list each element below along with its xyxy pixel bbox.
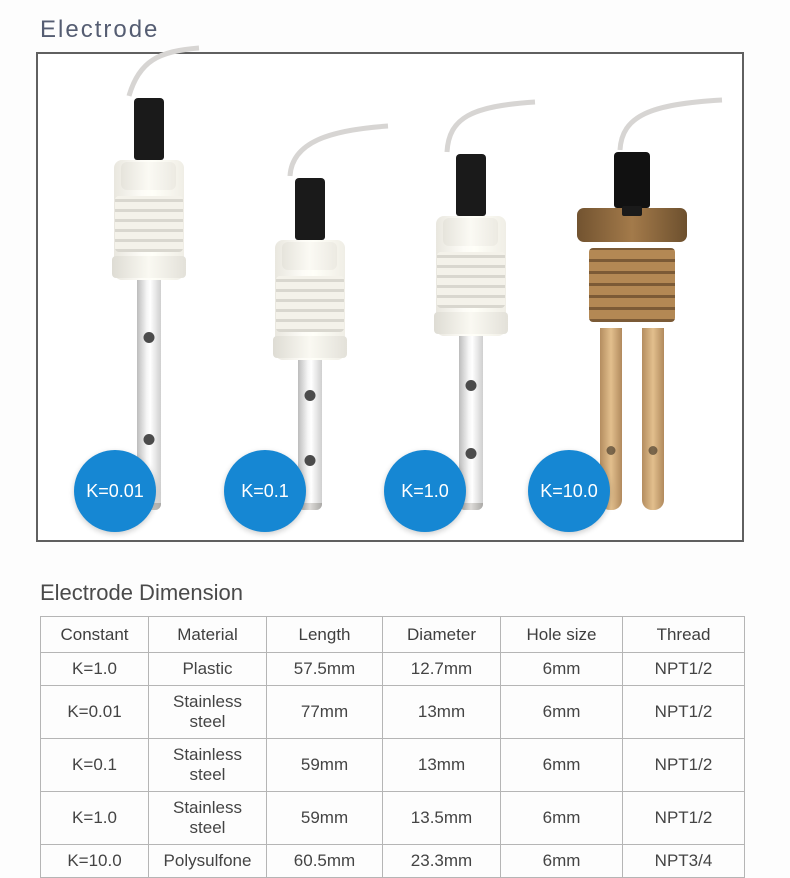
table-header-row: ConstantMaterialLengthDiameterHole sizeT…	[41, 617, 745, 653]
table-cell: 12.7mm	[383, 653, 501, 686]
table-cell: NPT3/4	[623, 845, 745, 878]
table-cell: Stainless steel	[149, 739, 267, 792]
table-cell: 6mm	[501, 686, 623, 739]
table-cell: 77mm	[267, 686, 383, 739]
table-cell: K=10.0	[41, 845, 149, 878]
table-cell: 6mm	[501, 792, 623, 845]
table-cell: K=1.0	[41, 653, 149, 686]
column-header: Thread	[623, 617, 745, 653]
dimension-title: Electrode Dimension	[40, 580, 790, 606]
table-cell: 6mm	[501, 845, 623, 878]
table-cell: NPT1/2	[623, 792, 745, 845]
table-cell: 6mm	[501, 739, 623, 792]
table-cell: 13.5mm	[383, 792, 501, 845]
table-cell: Polysulfone	[149, 845, 267, 878]
collar	[114, 160, 184, 280]
badge-k001: K=0.01	[74, 450, 156, 532]
table-cell: 59mm	[267, 792, 383, 845]
table-row: K=10.0Polysulfone60.5mm23.3mm6mmNPT3/4	[41, 845, 745, 878]
table-row: K=0.01Stainless steel77mm13mm6mmNPT1/2	[41, 686, 745, 739]
column-header: Material	[149, 617, 267, 653]
electrode-figure: K=0.01 K=0.1 K=1.0 K=10.0	[36, 52, 744, 542]
table-cell: 23.3mm	[383, 845, 501, 878]
table-cell: Plastic	[149, 653, 267, 686]
table-cell: Stainless steel	[149, 792, 267, 845]
table-cell: NPT1/2	[623, 739, 745, 792]
table-cell: K=0.1	[41, 739, 149, 792]
table-cell: NPT1/2	[623, 653, 745, 686]
collar	[436, 216, 506, 336]
collar	[275, 240, 345, 360]
cap	[614, 152, 650, 208]
column-header: Hole size	[501, 617, 623, 653]
column-header: Diameter	[383, 617, 501, 653]
table-cell: 13mm	[383, 686, 501, 739]
cap	[134, 98, 164, 160]
table-cell: NPT1/2	[623, 686, 745, 739]
column-header: Constant	[41, 617, 149, 653]
table-cell: 13mm	[383, 739, 501, 792]
table-cell: 59mm	[267, 739, 383, 792]
badge-k01: K=0.1	[224, 450, 306, 532]
table-cell: K=1.0	[41, 792, 149, 845]
table-cell: Stainless steel	[149, 686, 267, 739]
cap	[456, 154, 486, 216]
collar	[577, 208, 687, 328]
table-cell: 6mm	[501, 653, 623, 686]
dimension-table: ConstantMaterialLengthDiameterHole sizeT…	[40, 616, 745, 878]
cap	[295, 178, 325, 240]
table-cell: 60.5mm	[267, 845, 383, 878]
electrode-k001	[79, 70, 219, 510]
table-row: K=1.0Plastic57.5mm12.7mm6mmNPT1/2	[41, 653, 745, 686]
badge-k1: K=1.0	[384, 450, 466, 532]
table-cell: K=0.01	[41, 686, 149, 739]
table-cell: 57.5mm	[267, 653, 383, 686]
table-row: K=1.0Stainless steel59mm13.5mm6mmNPT1/2	[41, 792, 745, 845]
column-header: Length	[267, 617, 383, 653]
table-row: K=0.1Stainless steel59mm13mm6mmNPT1/2	[41, 739, 745, 792]
table-body: K=1.0Plastic57.5mm12.7mm6mmNPT1/2K=0.01S…	[41, 653, 745, 878]
section-title: Electrode	[40, 16, 790, 44]
badge-k10: K=10.0	[528, 450, 610, 532]
